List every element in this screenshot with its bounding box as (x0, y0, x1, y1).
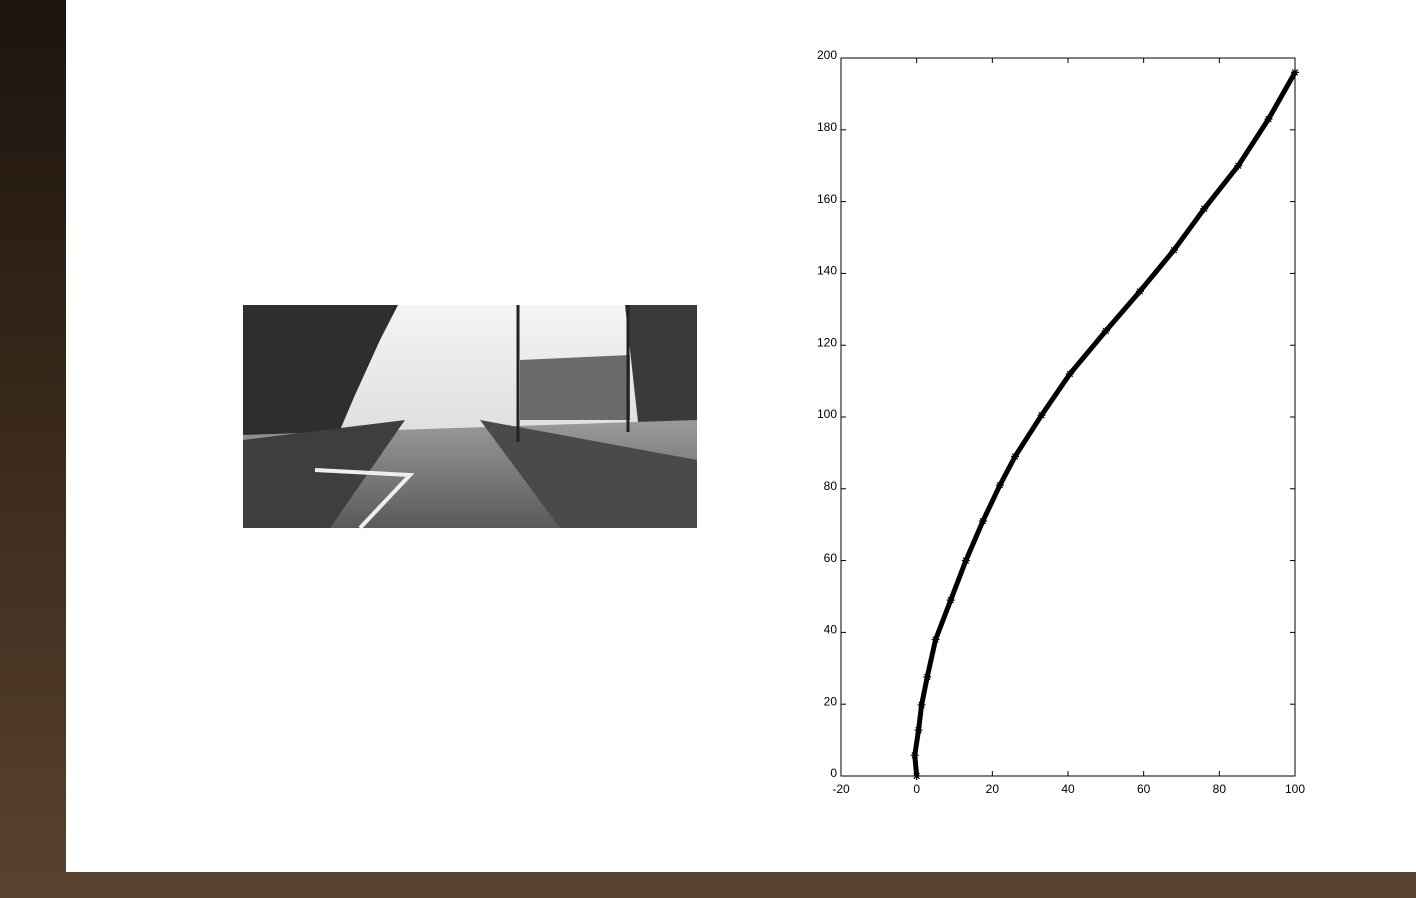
x-tick-label: -20 (832, 782, 850, 796)
star-marker (918, 701, 926, 709)
star-marker (1291, 68, 1299, 76)
y-tick-label: 20 (824, 694, 838, 708)
y-tick-label: 40 (824, 623, 838, 637)
star-marker (979, 517, 987, 525)
x-tick-label: 0 (913, 782, 920, 796)
y-tick-label: 200 (817, 48, 837, 62)
road-image (243, 305, 697, 528)
star-marker (932, 636, 940, 644)
star-marker (962, 557, 970, 565)
x-tick-label: 20 (986, 782, 1000, 796)
star-marker (1011, 452, 1019, 460)
y-tick-label: 140 (817, 264, 837, 278)
x-tick-label: 80 (1213, 782, 1227, 796)
y-tick-label: 80 (824, 479, 838, 493)
y-tick-label: 100 (817, 407, 837, 421)
x-tick-label: 100 (1285, 782, 1305, 796)
y-tick-label: 60 (824, 551, 838, 565)
star-marker (911, 751, 919, 759)
star-marker (996, 481, 1004, 489)
image-building (520, 355, 630, 420)
star-marker (915, 726, 923, 734)
page: {"chart_data": {"type": "line", "x": [0,… (0, 0, 1416, 898)
y-tick-label: 160 (817, 192, 837, 206)
y-tick-label: 0 (830, 766, 837, 780)
star-marker (947, 596, 955, 604)
star-marker (913, 772, 921, 780)
x-tick-label: 40 (1061, 782, 1075, 796)
star-marker (923, 673, 931, 681)
plot-area (841, 58, 1295, 776)
screen: -20 0 20 40 60 80 100 0 20 40 60 80 100 120 140 160 180 2… (0, 0, 1416, 898)
y-tick-label: 180 (817, 120, 837, 134)
y-tick-label: 120 (817, 335, 837, 349)
star-marker (1234, 162, 1242, 170)
x-tick-label: 60 (1137, 782, 1151, 796)
